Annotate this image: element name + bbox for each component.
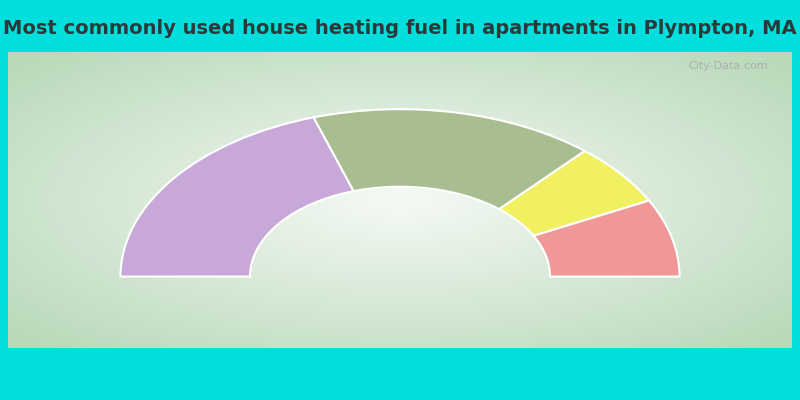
Wedge shape — [499, 151, 649, 236]
Wedge shape — [121, 117, 354, 276]
Wedge shape — [534, 200, 679, 276]
Wedge shape — [314, 109, 585, 209]
Text: Most commonly used house heating fuel in apartments in Plympton, MA: Most commonly used house heating fuel in… — [3, 19, 797, 38]
Text: City-Data.com: City-Data.com — [689, 61, 769, 71]
